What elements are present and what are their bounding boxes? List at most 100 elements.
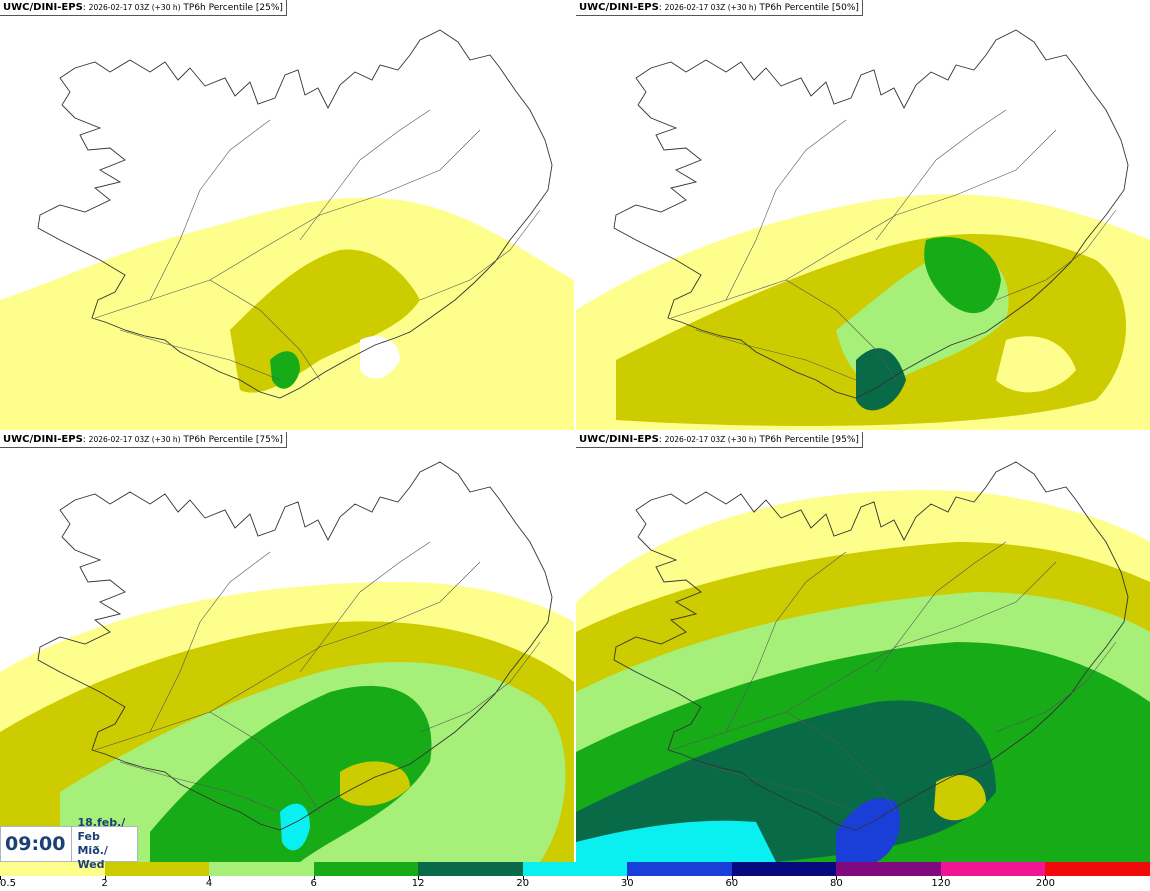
precip-field (576, 490, 1150, 862)
coastline (613, 29, 1129, 399)
legend-swatch (313, 862, 420, 876)
precip-area (836, 798, 900, 862)
road-line (209, 711, 321, 813)
road-line (725, 551, 847, 733)
road-line (875, 109, 1007, 241)
panel-title-50: UWC/DINI-EPS: 2026-02-17 03Z (+30 h) TP6… (576, 0, 863, 16)
panel-title-75: UWC/DINI-EPS: 2026-02-17 03Z (+30 h) TP6… (0, 432, 287, 448)
valid-date: 18.feb./ Feb Mið./ Wed (72, 816, 137, 872)
model-name: UWC/DINI-EPS (579, 434, 659, 445)
coastline-layer (37, 29, 553, 399)
legend-tick (313, 876, 315, 880)
road-line (995, 209, 1117, 301)
map-panel-50: UWC/DINI-EPS: 2026-02-17 03Z (+30 h) TP6… (576, 0, 1150, 430)
legend-label: 4 (205, 878, 213, 889)
field-name: TP6h Percentile [25%] (183, 3, 283, 13)
road-line (119, 761, 281, 813)
legend-swatch (418, 862, 524, 876)
panel-title-25: UWC/DINI-EPS: 2026-02-17 03Z (+30 h) TP6… (0, 0, 287, 16)
precip-area (856, 348, 906, 411)
map-panel-95: UWC/DINI-EPS: 2026-02-17 03Z (+30 h) TP6… (576, 432, 1150, 862)
legend-tick (418, 876, 420, 880)
legend-tick (522, 876, 524, 880)
legend-tick (104, 876, 106, 880)
coastline-layer (37, 461, 553, 831)
road-line (785, 711, 897, 813)
legend-swatch (104, 862, 211, 876)
precip-field (0, 582, 574, 862)
legend-swatch (209, 862, 315, 876)
road-line (299, 541, 431, 673)
map-panel-75: UWC/DINI-EPS: 2026-02-17 03Z (+30 h) TP6… (0, 432, 574, 862)
legend-label: 2 (101, 878, 108, 889)
precip-area (270, 351, 300, 389)
legend-label: 6 (310, 878, 317, 889)
run-time: 2026-02-17 03Z (+30 h) (88, 3, 181, 12)
coastline-layer (613, 29, 1129, 399)
run-time: 2026-02-17 03Z (+30 h) (88, 435, 181, 444)
precip-area (280, 803, 310, 851)
color-legend: 0.5 2 4 6 12 20 30 60 80 120 200 (0, 862, 1150, 891)
coastline (37, 29, 553, 399)
road-line (209, 279, 321, 381)
legend-swatch (522, 862, 629, 876)
precip-map-75 (0, 461, 574, 862)
legend-tick (0, 876, 1, 880)
legend-tick (1045, 876, 1047, 880)
precip-area (934, 774, 986, 821)
road-line (149, 551, 271, 733)
legend-label: 60 (725, 878, 739, 889)
precip-map-95 (576, 461, 1150, 862)
legend-swatch (0, 862, 106, 876)
legend-swatch (836, 862, 942, 876)
road-line (149, 119, 271, 301)
precip-area (576, 820, 776, 862)
legend-swatch (627, 862, 733, 876)
road-line (695, 329, 857, 381)
road-line (94, 561, 481, 751)
road-line (119, 329, 281, 381)
legend-tick (731, 876, 733, 880)
legend-label: 200 (1035, 878, 1055, 889)
coastline (613, 461, 1129, 831)
field-name: TP6h Percentile [75%] (183, 435, 283, 445)
legend-tick (209, 876, 211, 880)
legend-label: 120 (931, 878, 951, 889)
legend-label: 0.5 (0, 878, 16, 889)
road-line (875, 541, 1007, 673)
model-name: UWC/DINI-EPS (579, 2, 659, 13)
field-name: TP6h Percentile [50%] (759, 3, 859, 13)
road-line (94, 129, 481, 319)
legend-tick (836, 876, 838, 880)
legend-tick (627, 876, 629, 880)
field-name: TP6h Percentile [95%] (759, 435, 859, 445)
valid-time-box: 09:00 18.feb./ Feb Mið./ Wed (0, 816, 138, 871)
precip-field (0, 197, 574, 430)
road-line (419, 209, 541, 301)
valid-date-line2: Mið./ Wed (77, 844, 108, 871)
legend-label: 80 (829, 878, 843, 889)
road-line (725, 119, 847, 301)
model-name: UWC/DINI-EPS (3, 434, 83, 445)
precip-field (576, 194, 1150, 430)
road-line (299, 109, 431, 241)
precip-map-50 (576, 29, 1150, 430)
precip-area (924, 236, 1001, 314)
legend-swatch (1045, 862, 1150, 876)
legend-tick (940, 876, 942, 880)
precip-map-25 (0, 29, 574, 430)
road-line (995, 641, 1117, 733)
precip-area (996, 336, 1076, 393)
map-panel-25: UWC/DINI-EPS: 2026-02-17 03Z (+30 h) TP6… (0, 0, 574, 430)
valid-date-line1: 18.feb./ Feb (77, 816, 126, 843)
road-line (419, 641, 541, 733)
coastline-layer (613, 461, 1129, 831)
road-line (785, 279, 897, 381)
run-time: 2026-02-17 03Z (+30 h) (664, 3, 757, 12)
precip-area (150, 685, 432, 862)
legend-label: 12 (411, 878, 425, 889)
legend-swatch (940, 862, 1047, 876)
valid-time: 09:00 (1, 827, 73, 861)
run-time: 2026-02-17 03Z (+30 h) (664, 435, 757, 444)
legend-label: 20 (516, 878, 530, 889)
